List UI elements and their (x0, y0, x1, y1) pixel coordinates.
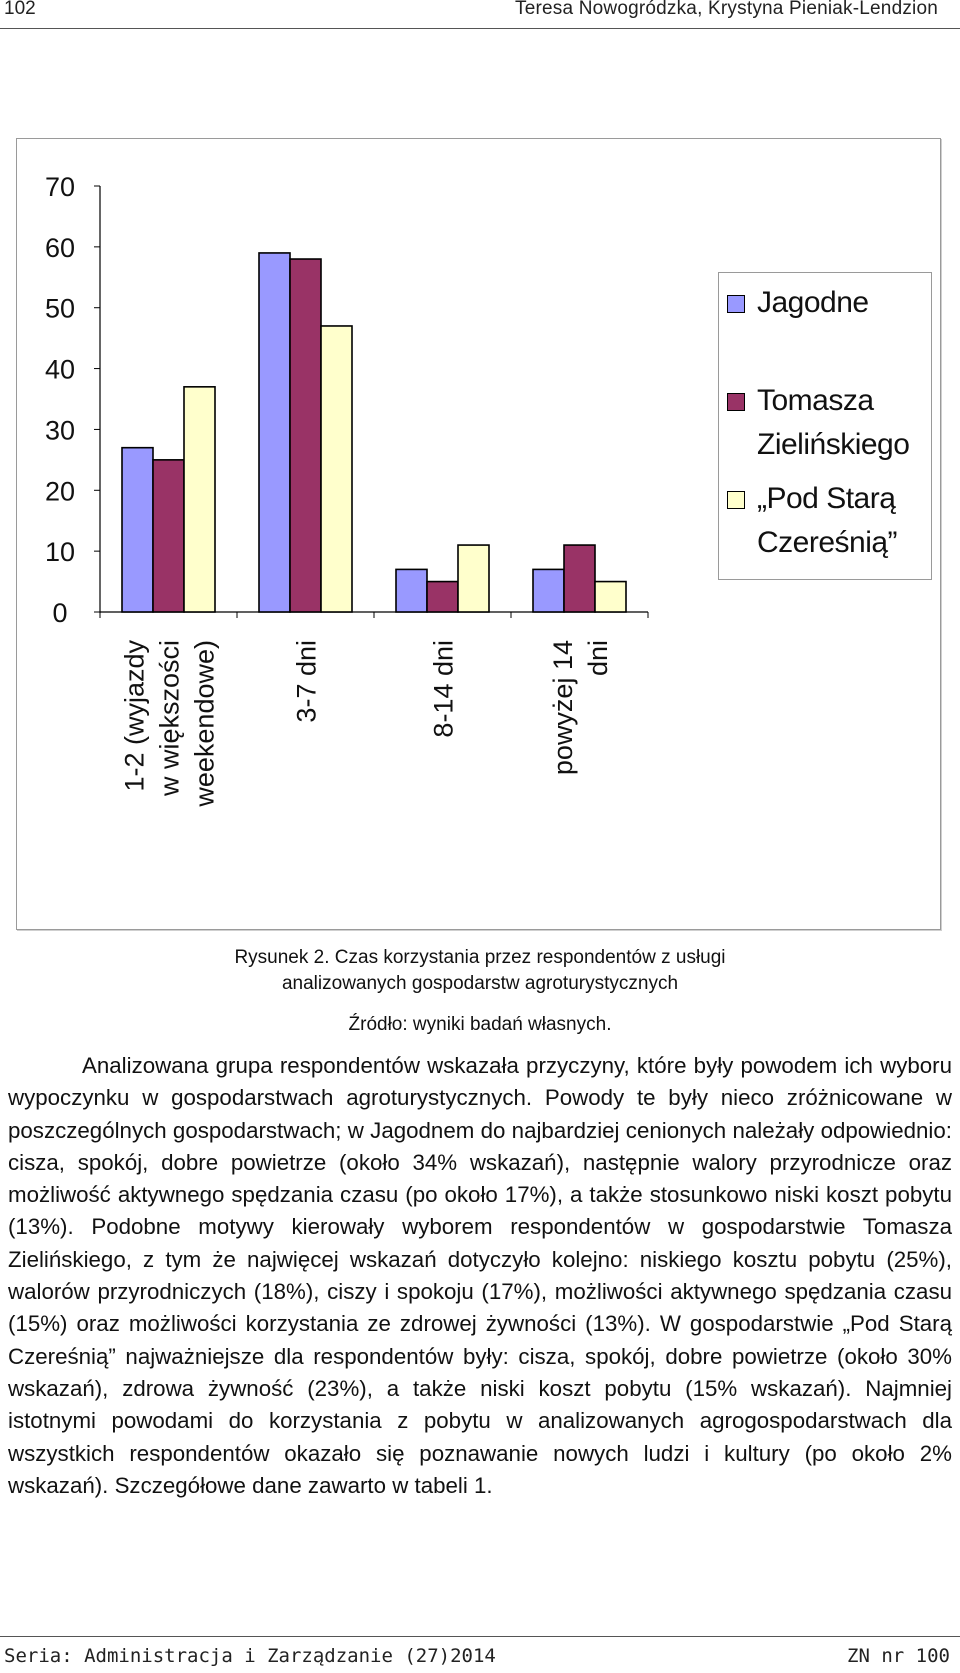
running-title: Teresa Nowogródzka, Krystyna Pieniak-Len… (515, 0, 938, 19)
chart-legend: Jagodne Tomasza Zielińskiego „Pod Starą … (718, 272, 932, 580)
legend-label: „Pod Starą Czereśnią” (757, 482, 898, 559)
page-header: 102 Teresa Nowogródzka, Krystyna Pieniak… (0, 0, 960, 29)
legend-label: Tomasza Zielińskiego (757, 384, 910, 461)
y-tick-label: 0 (52, 598, 67, 628)
bar (457, 544, 490, 613)
bar-chart: 0 10 20 30 40 50 60 70 1-2 (wyjazdy w większości… (45, 172, 649, 808)
footer-series: Seria: Administracja i Zarządzanie (27)2… (4, 1645, 496, 1667)
y-tick-label: 20 (45, 476, 75, 506)
bar (395, 568, 428, 613)
bar (426, 580, 459, 613)
bar (320, 325, 353, 613)
bar (563, 544, 596, 613)
x-tick-label: 3-7 dni (292, 640, 322, 723)
x-tick-label: 8-14 dni (429, 640, 459, 738)
legend-swatch (727, 393, 745, 411)
page-footer: Seria: Administracja i Zarządzanie (27)2… (0, 1636, 960, 1673)
x-tick-label: 1-2 (wyjazdy w większości weekendowe) (120, 640, 220, 808)
figure-frame (16, 138, 941, 930)
y-tick-label: 30 (45, 415, 75, 445)
figure-caption-line-1: Rysunek 2. Czas korzystania przez respon… (234, 947, 726, 968)
y-tick-label: 70 (45, 172, 75, 202)
legend-swatch (727, 295, 745, 313)
bar (183, 386, 216, 613)
legend-swatch (727, 491, 745, 509)
legend-item-zielinskiego: Tomasza Zielińskiego (727, 379, 910, 467)
figure-source: Źródło: wyniki badań własnych. (348, 1014, 612, 1035)
figure-caption-line-2: analizowanych gospodarstw agroturystyczn… (281, 973, 679, 994)
y-tick-label: 40 (45, 355, 75, 385)
y-tick-label: 60 (45, 233, 75, 263)
bar (121, 446, 154, 613)
bar (594, 580, 627, 613)
bar (532, 568, 565, 613)
body-paragraph: Analizowana grupa respondentów wskazała … (8, 1053, 952, 1498)
bar (152, 459, 185, 613)
bar (289, 258, 322, 613)
y-tick-label: 50 (45, 294, 75, 324)
legend-label: Jagodne (757, 286, 869, 319)
page-number: 102 (4, 0, 36, 19)
x-tick-label: powyżej 14 dni (548, 640, 613, 775)
legend-item-jagodne: Jagodne (727, 281, 869, 325)
legend-item-pod-stara-czeresnia: „Pod Starą Czereśnią” (727, 477, 898, 565)
footer-issue: ZN nr 100 (847, 1645, 950, 1667)
y-tick-label: 10 (45, 537, 75, 567)
bar (258, 252, 291, 613)
